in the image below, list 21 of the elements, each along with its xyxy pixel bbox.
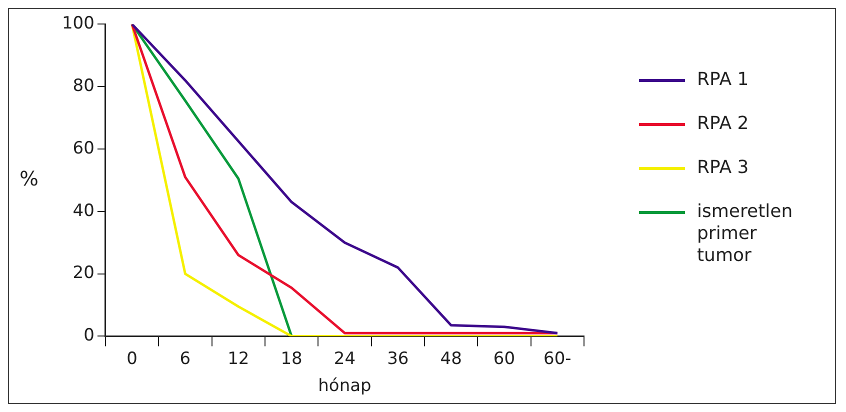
x-tick-label: 24 — [334, 348, 356, 369]
x-tick-label: 12 — [228, 348, 250, 369]
x-tick-label: 48 — [440, 348, 462, 369]
legend-label: RPA 3 — [697, 157, 750, 179]
x-tick-label: 60- — [544, 348, 572, 369]
x-tick-label: 18 — [280, 348, 302, 369]
x-tick-label: 60 — [493, 348, 516, 369]
y-tick-label: 40 — [72, 200, 94, 221]
x-axis-title: hónap — [318, 376, 372, 396]
y-axis-title: % — [19, 166, 39, 190]
y-tick-label: 20 — [72, 263, 94, 284]
legend-label: RPA 1 — [697, 69, 750, 91]
y-tick-label: 100 — [62, 14, 94, 34]
legend-label: RPA 2 — [697, 113, 750, 135]
x-tick-label: 0 — [126, 348, 138, 369]
y-tick-label: 80 — [72, 76, 94, 96]
y-tick-label: 60 — [72, 138, 94, 158]
x-tick-label: 6 — [180, 348, 191, 369]
y-tick-label: 0 — [84, 326, 94, 346]
legend-label: ismeretlen primer tumor — [697, 201, 794, 267]
x-tick-label: 36 — [387, 348, 409, 369]
